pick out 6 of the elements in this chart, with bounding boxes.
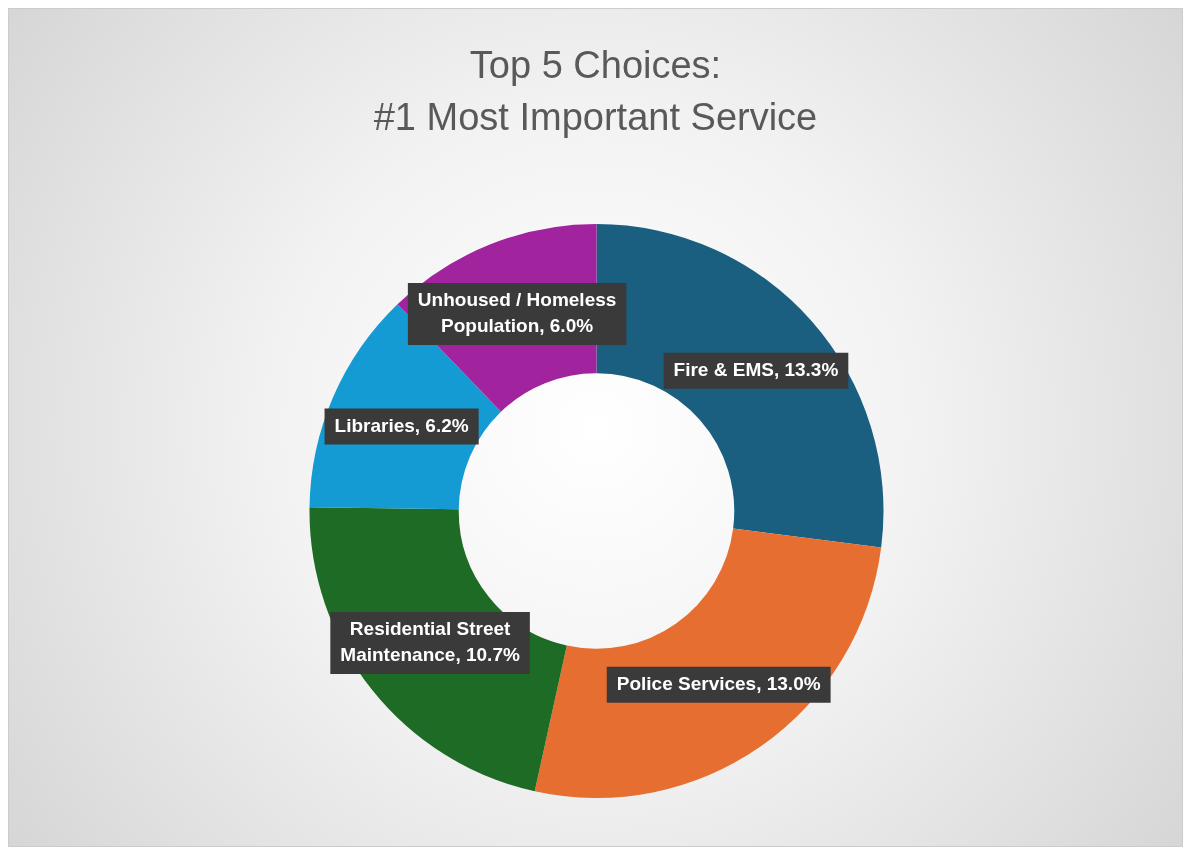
slice-label: Fire & EMS, 13.3%: [673, 358, 839, 380]
slice-label: Libraries, 6.2%: [334, 414, 469, 436]
chart-title: Top 5 Choices: #1 Most Important Service: [372, 43, 819, 140]
slice-label: Police Services, 13.0%: [616, 672, 821, 694]
slice-label: Unhoused / Homeless Population, 6.0%: [417, 289, 617, 337]
slice-label: Residential Street Maintenance, 10.7%: [340, 618, 520, 666]
